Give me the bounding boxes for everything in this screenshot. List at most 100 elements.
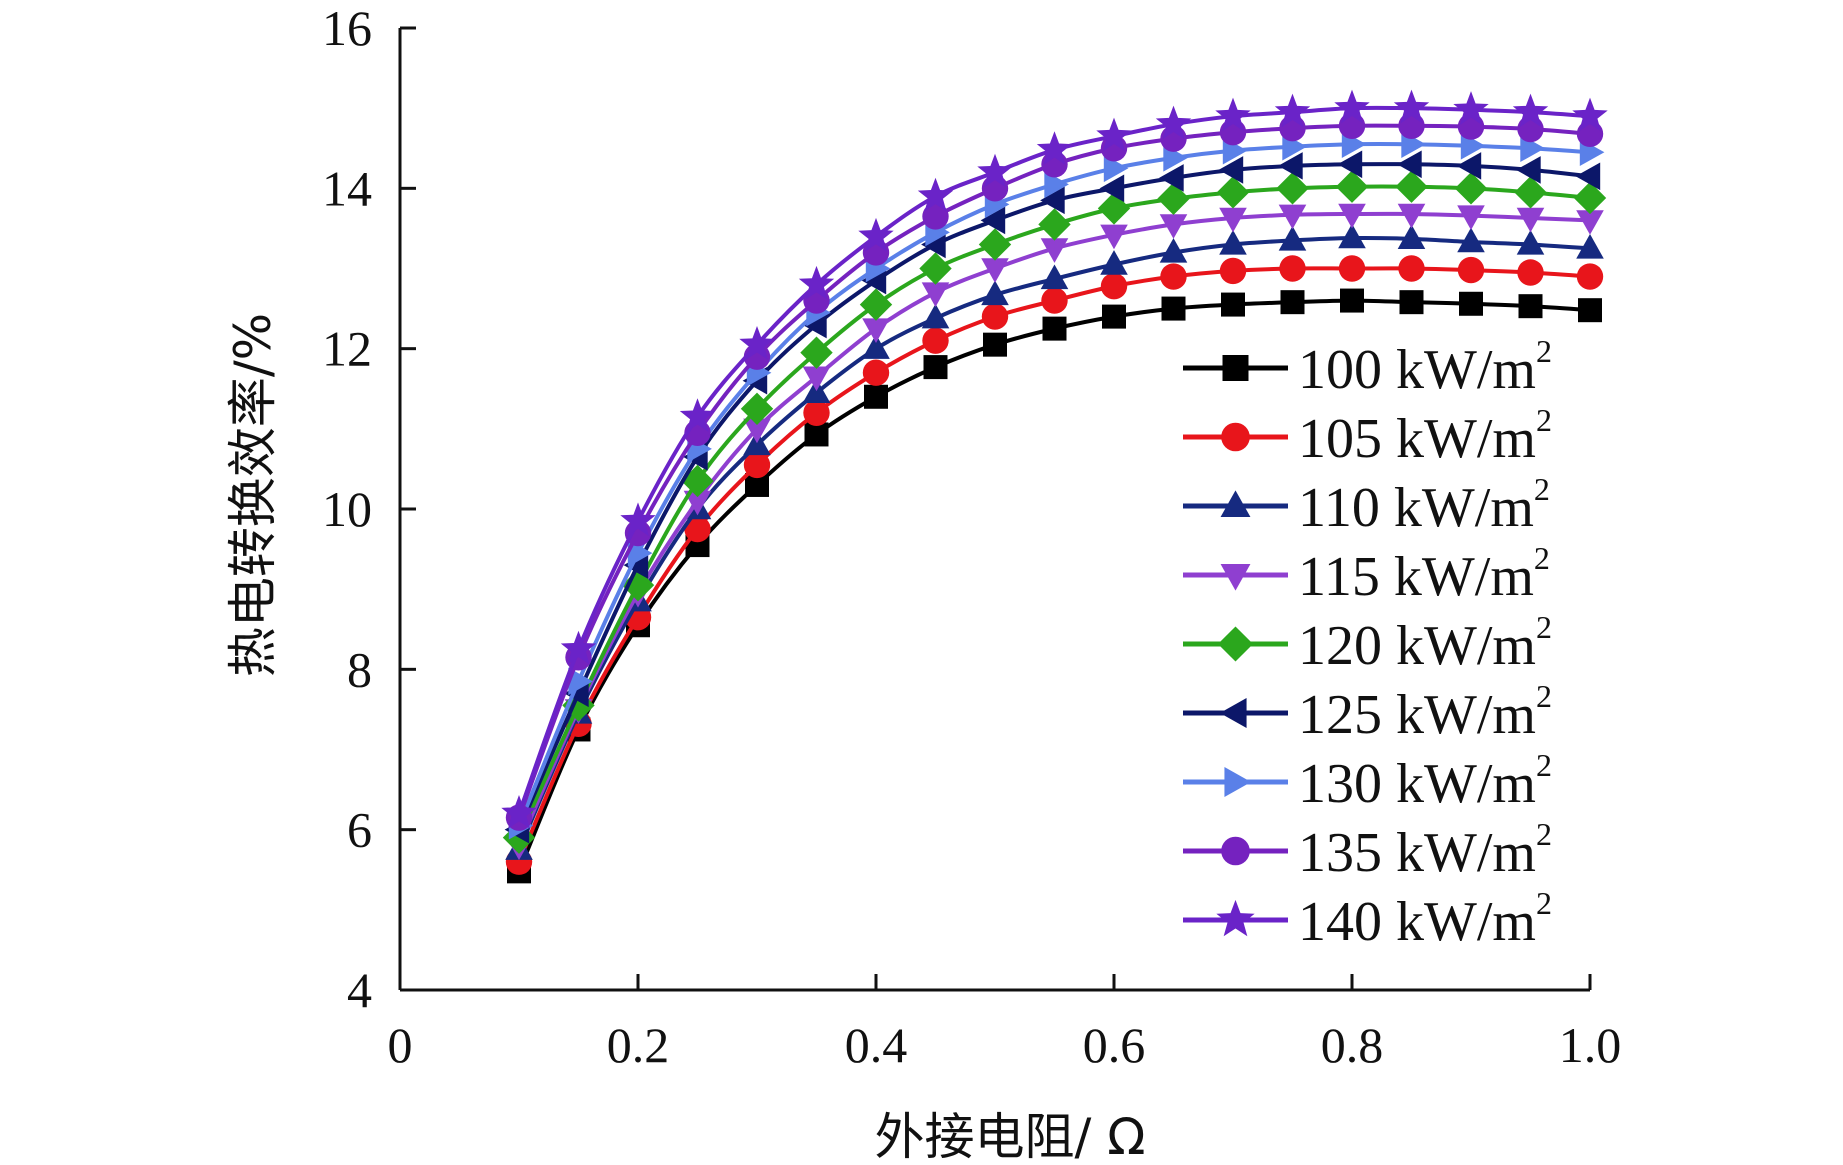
data-point: [862, 359, 890, 386]
data-point: [923, 355, 948, 380]
legend-item-130: 130 kW/m2: [1183, 747, 1552, 815]
data-point: [1278, 226, 1307, 251]
data-point: [981, 303, 1009, 330]
y-tick-label: 8: [347, 641, 372, 697]
x-tick-label: 0: [388, 1017, 413, 1073]
data-point: [977, 153, 1013, 188]
legend-label: 100 kW/m2: [1298, 333, 1552, 401]
data-point: [1103, 154, 1129, 183]
legend-label: 110 kW/m2: [1298, 471, 1550, 539]
legend-label: 120 kW/m2: [1298, 609, 1552, 677]
data-point: [1512, 93, 1549, 128]
data-point: [684, 515, 711, 543]
data-point: [1338, 112, 1366, 140]
data-point: [1217, 626, 1254, 662]
data-point: [917, 177, 954, 212]
x-tick-label: 0.8: [1321, 1017, 1384, 1073]
series-115: [505, 203, 1604, 861]
axes: 0 0.2 0.4 0.6 0.8 1.0 4 6 8 10 12 14 16: [322, 0, 1621, 1073]
legend-item-140: 140 kW/m2: [1183, 885, 1552, 953]
data-point: [1575, 162, 1601, 191]
data-point: [980, 206, 1006, 235]
data-point: [1576, 234, 1604, 259]
data-point: [862, 318, 890, 344]
data-point: [568, 667, 593, 696]
data-point: [1221, 836, 1250, 866]
data-point: [1399, 290, 1424, 315]
data-point: [1216, 899, 1255, 937]
data-point: [1457, 256, 1485, 284]
data-point: [802, 366, 831, 392]
legend-label: 105 kW/m2: [1298, 402, 1552, 470]
data-point: [1096, 117, 1132, 152]
series-105: [505, 255, 1604, 875]
legend-item-110: 110 kW/m2: [1183, 471, 1550, 539]
data-point: [1514, 176, 1547, 209]
legend-label: 135 kW/m2: [1298, 816, 1552, 884]
data-point: [1338, 255, 1366, 282]
data-point: [1218, 156, 1244, 184]
data-point: [1221, 292, 1245, 317]
data-point: [1457, 205, 1485, 230]
y-tick-label: 16: [322, 0, 372, 56]
y-tick-label: 10: [322, 481, 372, 537]
legend-item-135: 135 kW/m2: [1183, 816, 1552, 884]
data-point: [1102, 304, 1126, 329]
data-point: [1337, 150, 1363, 179]
data-point: [1278, 152, 1303, 180]
data-point: [1100, 250, 1128, 275]
data-point: [1573, 181, 1607, 215]
data-point: [1100, 272, 1128, 300]
data-point: [1221, 422, 1250, 452]
data-point: [1040, 264, 1069, 290]
data-point: [922, 327, 949, 354]
data-point: [1224, 767, 1252, 797]
data-point: [1338, 223, 1366, 249]
legend-item-105: 105 kW/m2: [1183, 402, 1552, 470]
data-point: [683, 490, 712, 516]
data-point: [1517, 259, 1544, 286]
data-point: [1219, 230, 1247, 255]
data-point: [804, 422, 829, 447]
data-point: [1516, 230, 1545, 255]
data-point: [1397, 203, 1426, 229]
data-point: [627, 539, 653, 567]
data-point: [743, 418, 771, 444]
series-layer: [501, 89, 1608, 884]
data-point: [1278, 204, 1307, 230]
data-point: [1276, 172, 1309, 205]
data-point: [1216, 176, 1250, 209]
data-point: [1576, 263, 1604, 290]
data-point: [1044, 170, 1069, 199]
x-tick-label: 1.0: [1559, 1017, 1622, 1073]
data-point: [1215, 97, 1251, 132]
data-point: [798, 265, 835, 300]
legend-item-115: 115 kW/m2: [1183, 540, 1550, 608]
data-point: [1397, 150, 1422, 179]
series-140: [501, 89, 1608, 829]
data-point: [1457, 227, 1485, 253]
x-tick-label: 0.2: [607, 1017, 670, 1073]
legend-label: 130 kW/m2: [1298, 747, 1552, 815]
data-point: [983, 332, 1007, 357]
data-point: [1222, 355, 1249, 381]
data-point: [1393, 89, 1430, 124]
data-point: [1159, 164, 1184, 192]
data-point: [919, 252, 952, 285]
data-point: [978, 228, 1012, 261]
data-point: [501, 795, 537, 829]
data-point: [1220, 490, 1251, 518]
data-point: [1042, 316, 1067, 341]
data-point: [800, 336, 833, 369]
data-point: [1454, 172, 1488, 205]
data-point: [1036, 131, 1073, 165]
data-point: [1398, 255, 1425, 282]
data-point: [1038, 208, 1071, 241]
data-point: [1219, 207, 1247, 233]
data-point: [1459, 291, 1483, 316]
data-point: [981, 258, 1009, 283]
data-point: [1040, 186, 1065, 215]
data-point: [1274, 93, 1311, 128]
legend-label: 125 kW/m2: [1298, 678, 1552, 746]
legend-item-125: 125 kW/m2: [1183, 678, 1552, 746]
